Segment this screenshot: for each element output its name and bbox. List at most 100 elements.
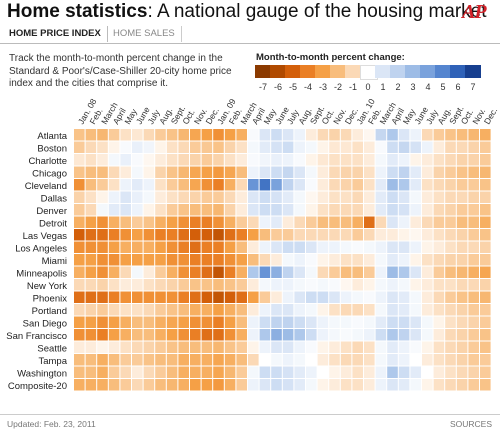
- heatmap-cell[interactable]: [97, 366, 108, 379]
- heatmap-cell[interactable]: [294, 316, 305, 329]
- heatmap-cell[interactable]: [387, 304, 398, 316]
- heatmap-cell[interactable]: [445, 366, 456, 379]
- heatmap-cell[interactable]: [143, 179, 155, 191]
- heatmap-cell[interactable]: [422, 291, 433, 304]
- heatmap-cell[interactable]: [456, 216, 468, 229]
- heatmap-cell[interactable]: [340, 166, 352, 179]
- heatmap-cell[interactable]: [445, 354, 456, 366]
- tab-home-sales[interactable]: HOME SALES: [107, 26, 182, 42]
- heatmap-cell[interactable]: [422, 279, 433, 291]
- heatmap-cell[interactable]: [108, 204, 120, 216]
- heatmap-cell[interactable]: [190, 204, 201, 216]
- heatmap-cell[interactable]: [364, 266, 375, 279]
- heatmap-cell[interactable]: [433, 204, 445, 216]
- heatmap-cell[interactable]: [248, 316, 259, 329]
- heatmap-cell[interactable]: [433, 341, 445, 354]
- heatmap-cell[interactable]: [143, 266, 155, 279]
- heatmap-cell[interactable]: [259, 291, 271, 304]
- heatmap-cell[interactable]: [340, 141, 352, 154]
- heatmap-cell[interactable]: [178, 279, 189, 291]
- heatmap-cell[interactable]: [248, 154, 259, 166]
- heatmap-cell[interactable]: [422, 166, 433, 179]
- heatmap-cell[interactable]: [224, 229, 236, 241]
- heatmap-cell[interactable]: [178, 166, 189, 179]
- heatmap-cell[interactable]: [201, 354, 213, 366]
- heatmap-cell[interactable]: [259, 154, 271, 166]
- heatmap-cell[interactable]: [248, 279, 259, 291]
- heatmap-cell[interactable]: [224, 154, 236, 166]
- heatmap-cell[interactable]: [97, 291, 108, 304]
- heatmap-cell[interactable]: [317, 291, 329, 304]
- heatmap-cell[interactable]: [352, 366, 363, 379]
- heatmap-cell[interactable]: [201, 254, 213, 266]
- heatmap-cell[interactable]: [282, 316, 294, 329]
- heatmap-cell[interactable]: [85, 166, 97, 179]
- heatmap-cell[interactable]: [375, 216, 387, 229]
- heatmap-cell[interactable]: [236, 366, 247, 379]
- heatmap-cell[interactable]: [97, 191, 108, 204]
- heatmap-cell[interactable]: [178, 366, 189, 379]
- heatmap-cell[interactable]: [294, 366, 305, 379]
- heatmap-cell[interactable]: [213, 366, 224, 379]
- heatmap-cell[interactable]: [410, 279, 421, 291]
- heatmap-cell[interactable]: [85, 291, 97, 304]
- heatmap-cell[interactable]: [108, 216, 120, 229]
- heatmap-cell[interactable]: [282, 216, 294, 229]
- heatmap-cell[interactable]: [306, 191, 317, 204]
- heatmap-cell[interactable]: [468, 191, 479, 204]
- heatmap-cell[interactable]: [224, 129, 236, 141]
- heatmap-cell[interactable]: [178, 304, 189, 316]
- heatmap-cell[interactable]: [201, 216, 213, 229]
- heatmap-cell[interactable]: [375, 329, 387, 341]
- heatmap-cell[interactable]: [340, 366, 352, 379]
- heatmap-cell[interactable]: [329, 254, 340, 266]
- heatmap-cell[interactable]: [271, 216, 282, 229]
- heatmap-cell[interactable]: [224, 379, 236, 391]
- heatmap-cell[interactable]: [317, 354, 329, 366]
- heatmap-cell[interactable]: [259, 341, 271, 354]
- heatmap-cell[interactable]: [340, 154, 352, 166]
- heatmap-cell[interactable]: [306, 204, 317, 216]
- heatmap-cell[interactable]: [317, 254, 329, 266]
- heatmap-cell[interactable]: [422, 216, 433, 229]
- heatmap-cell[interactable]: [108, 166, 120, 179]
- heatmap-cell[interactable]: [236, 304, 247, 316]
- heatmap-cell[interactable]: [387, 141, 398, 154]
- heatmap-cell[interactable]: [132, 366, 143, 379]
- heatmap-cell[interactable]: [236, 141, 247, 154]
- heatmap-cell[interactable]: [248, 179, 259, 191]
- heatmap-cell[interactable]: [433, 216, 445, 229]
- heatmap-cell[interactable]: [294, 191, 305, 204]
- heatmap-cell[interactable]: [143, 366, 155, 379]
- heatmap-cell[interactable]: [468, 366, 479, 379]
- heatmap-cell[interactable]: [271, 329, 282, 341]
- heatmap-cell[interactable]: [468, 166, 479, 179]
- heatmap-cell[interactable]: [213, 291, 224, 304]
- heatmap-cell[interactable]: [132, 266, 143, 279]
- heatmap-cell[interactable]: [236, 179, 247, 191]
- heatmap-cell[interactable]: [445, 291, 456, 304]
- heatmap-cell[interactable]: [190, 216, 201, 229]
- heatmap-cell[interactable]: [74, 166, 85, 179]
- heatmap-cell[interactable]: [422, 154, 433, 166]
- heatmap-cell[interactable]: [410, 366, 421, 379]
- heatmap-cell[interactable]: [120, 366, 131, 379]
- heatmap-cell[interactable]: [236, 329, 247, 341]
- heatmap-cell[interactable]: [480, 379, 491, 391]
- heatmap-cell[interactable]: [480, 141, 491, 154]
- heatmap-cell[interactable]: [387, 366, 398, 379]
- heatmap-cell[interactable]: [306, 141, 317, 154]
- heatmap-cell[interactable]: [271, 316, 282, 329]
- heatmap-cell[interactable]: [410, 379, 421, 391]
- heatmap-cell[interactable]: [445, 279, 456, 291]
- heatmap-cell[interactable]: [306, 379, 317, 391]
- heatmap-cell[interactable]: [398, 266, 410, 279]
- heatmap-cell[interactable]: [468, 216, 479, 229]
- heatmap-cell[interactable]: [375, 241, 387, 254]
- heatmap-cell[interactable]: [236, 204, 247, 216]
- heatmap-cell[interactable]: [468, 129, 479, 141]
- heatmap-cell[interactable]: [259, 241, 271, 254]
- heatmap-cell[interactable]: [97, 341, 108, 354]
- heatmap-cell[interactable]: [410, 204, 421, 216]
- heatmap-cell[interactable]: [166, 354, 178, 366]
